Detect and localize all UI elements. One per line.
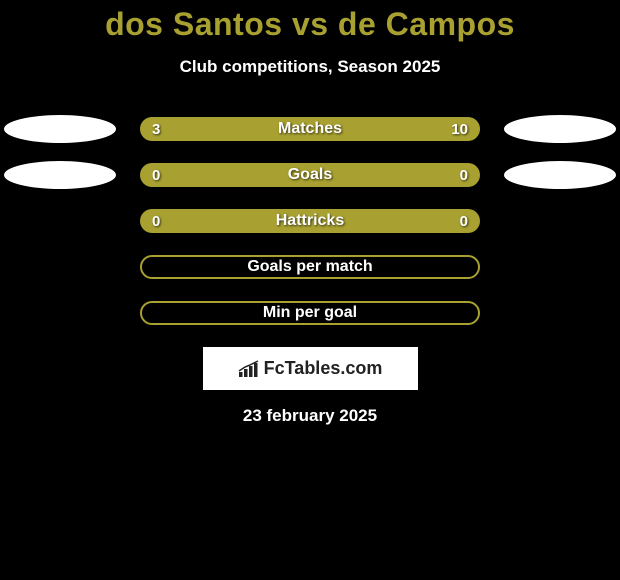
stat-label: Goals per match <box>142 257 478 277</box>
stat-right-value: 10 <box>451 117 468 141</box>
subtitle: Club competitions, Season 2025 <box>0 57 620 77</box>
player-right-badge <box>504 161 616 189</box>
stat-bar: 0 Goals 0 <box>140 163 480 187</box>
player-left-badge <box>4 161 116 189</box>
stat-row: Min per goal <box>0 301 620 325</box>
stat-row: 0 Goals 0 <box>0 163 620 187</box>
stat-row: 0 Hattricks 0 <box>0 209 620 233</box>
stat-bar: 3 Matches 10 <box>140 117 480 141</box>
stat-bar: Goals per match <box>140 255 480 279</box>
stat-label: Hattricks <box>140 209 480 233</box>
stat-rows: 3 Matches 10 0 Goals 0 0 <box>0 117 620 325</box>
logo-text: FcTables.com <box>264 358 383 379</box>
stat-right-value: 0 <box>460 163 468 187</box>
stat-bar: Min per goal <box>140 301 480 325</box>
infographic-date: 23 february 2025 <box>0 406 620 426</box>
stat-label: Goals <box>140 163 480 187</box>
stat-right-value: 0 <box>460 209 468 233</box>
stat-bar: 0 Hattricks 0 <box>140 209 480 233</box>
stat-label: Min per goal <box>142 303 478 323</box>
stat-row: Goals per match <box>0 255 620 279</box>
player-left-badge <box>4 115 116 143</box>
stat-label: Matches <box>140 117 480 141</box>
comparison-infographic: dos Santos vs de Campos Club competition… <box>0 0 620 580</box>
player-right-badge <box>504 115 616 143</box>
page-title: dos Santos vs de Campos <box>0 6 620 43</box>
fctables-logo: FcTables.com <box>203 347 418 390</box>
stat-row: 3 Matches 10 <box>0 117 620 141</box>
chart-icon <box>238 360 260 378</box>
